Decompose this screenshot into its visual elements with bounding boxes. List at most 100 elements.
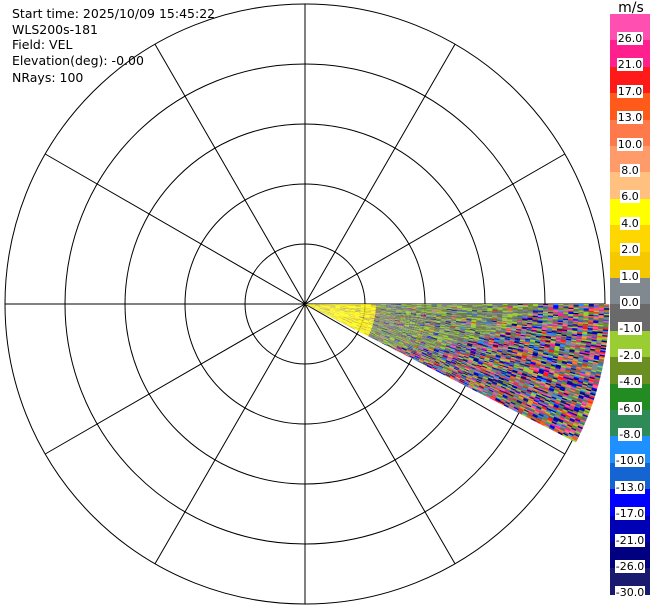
velocity-gate (329, 311, 335, 314)
velocity-gate (431, 315, 437, 317)
velocity-gate (324, 310, 330, 313)
velocity-gate (518, 344, 525, 348)
velocity-gate (365, 308, 371, 310)
velocity-gate (542, 356, 548, 359)
velocity-gate (487, 347, 493, 351)
velocity-gate (550, 384, 556, 388)
velocity-gate (378, 324, 384, 327)
velocity-gate (573, 315, 579, 318)
velocity-gate (439, 348, 445, 351)
velocity-gate (578, 313, 584, 315)
velocity-gate (396, 308, 402, 310)
velocity-gate (597, 362, 604, 366)
velocity-gate (413, 328, 419, 331)
velocity-gate (454, 333, 460, 336)
velocity-gate (512, 308, 519, 311)
velocity-gate (570, 366, 577, 370)
velocity-gate (517, 371, 523, 375)
velocity-gate (524, 364, 530, 368)
velocity-gate (335, 307, 341, 309)
velocity-gate (527, 307, 534, 309)
velocity-gate (532, 309, 539, 311)
velocity-gate (476, 321, 482, 323)
velocity-gate (414, 326, 420, 329)
velocity-gate (319, 308, 325, 311)
velocity-gate (406, 336, 412, 339)
velocity-gate (403, 326, 410, 329)
velocity-gate (378, 322, 385, 324)
velocity-gate (565, 386, 571, 390)
velocity-gate (532, 353, 539, 356)
velocity-gate (473, 341, 479, 344)
velocity-gate (547, 374, 554, 378)
velocity-gate (390, 311, 397, 313)
velocity-gate (455, 326, 461, 328)
velocity-gate (558, 308, 564, 311)
velocity-gate (414, 324, 420, 327)
velocity-gate (450, 319, 457, 322)
velocity-gate (420, 318, 426, 321)
velocity-gate (359, 316, 365, 319)
velocity-gate (573, 354, 580, 357)
velocity-gate (365, 312, 371, 314)
velocity-gate (551, 335, 557, 338)
velocity-gate (575, 367, 582, 371)
velocity-gate (483, 361, 489, 365)
velocity-gate (407, 331, 414, 334)
velocity-gate (395, 316, 401, 319)
velocity-gate (416, 311, 422, 313)
velocity-gate (544, 366, 551, 370)
velocity-gate (560, 342, 566, 346)
velocity-gate (407, 333, 413, 336)
velocity-gate (510, 359, 516, 363)
velocity-gate (464, 354, 470, 357)
velocity-gate (314, 306, 321, 308)
velocity-gate (568, 375, 575, 379)
velocity-gate (392, 329, 398, 332)
velocity-gate (349, 311, 356, 313)
velocity-gate (324, 308, 331, 310)
velocity-gate (524, 343, 530, 346)
velocity-gate (324, 309, 330, 312)
velocity-gate (498, 344, 504, 347)
velocity-gate (520, 336, 526, 339)
velocity-gate (305, 304, 311, 306)
velocity-gate (418, 329, 425, 331)
velocity-gate (487, 306, 493, 308)
velocity-gate (476, 347, 483, 350)
velocity-gate (365, 306, 372, 307)
velocity-gate (535, 336, 542, 339)
velocity-gate (563, 306, 569, 308)
velocity-gate (365, 306, 372, 307)
velocity-gate (560, 383, 567, 387)
velocity-gate (500, 332, 506, 335)
velocity-gate (525, 362, 531, 366)
velocity-gate (439, 327, 446, 329)
velocity-gate (581, 367, 587, 371)
velocity-gate (343, 315, 349, 318)
velocity-gate (382, 327, 388, 330)
velocity-gate (395, 317, 401, 319)
velocity-gate (370, 310, 376, 312)
velocity-gate (479, 356, 485, 360)
velocity-gate (374, 318, 380, 321)
velocity-gate (465, 327, 471, 330)
velocity-gate (472, 344, 478, 347)
velocity-gate (493, 362, 499, 366)
velocity-gate (468, 357, 474, 361)
velocity-gate (558, 311, 564, 313)
velocity-gate (324, 309, 330, 311)
velocity-gate (559, 370, 566, 374)
velocity-gate (382, 326, 389, 329)
velocity-gate (573, 355, 580, 358)
velocity-gate (420, 314, 427, 317)
velocity-gate (496, 325, 502, 328)
velocity-gate (587, 360, 594, 364)
velocity-gate (450, 321, 457, 324)
velocity-gate (557, 356, 564, 359)
velocity-gate (454, 350, 461, 354)
velocity-gate (522, 304, 529, 306)
velocity-gate (489, 337, 495, 340)
velocity-gate (504, 338, 511, 341)
velocity-gate (548, 307, 554, 309)
